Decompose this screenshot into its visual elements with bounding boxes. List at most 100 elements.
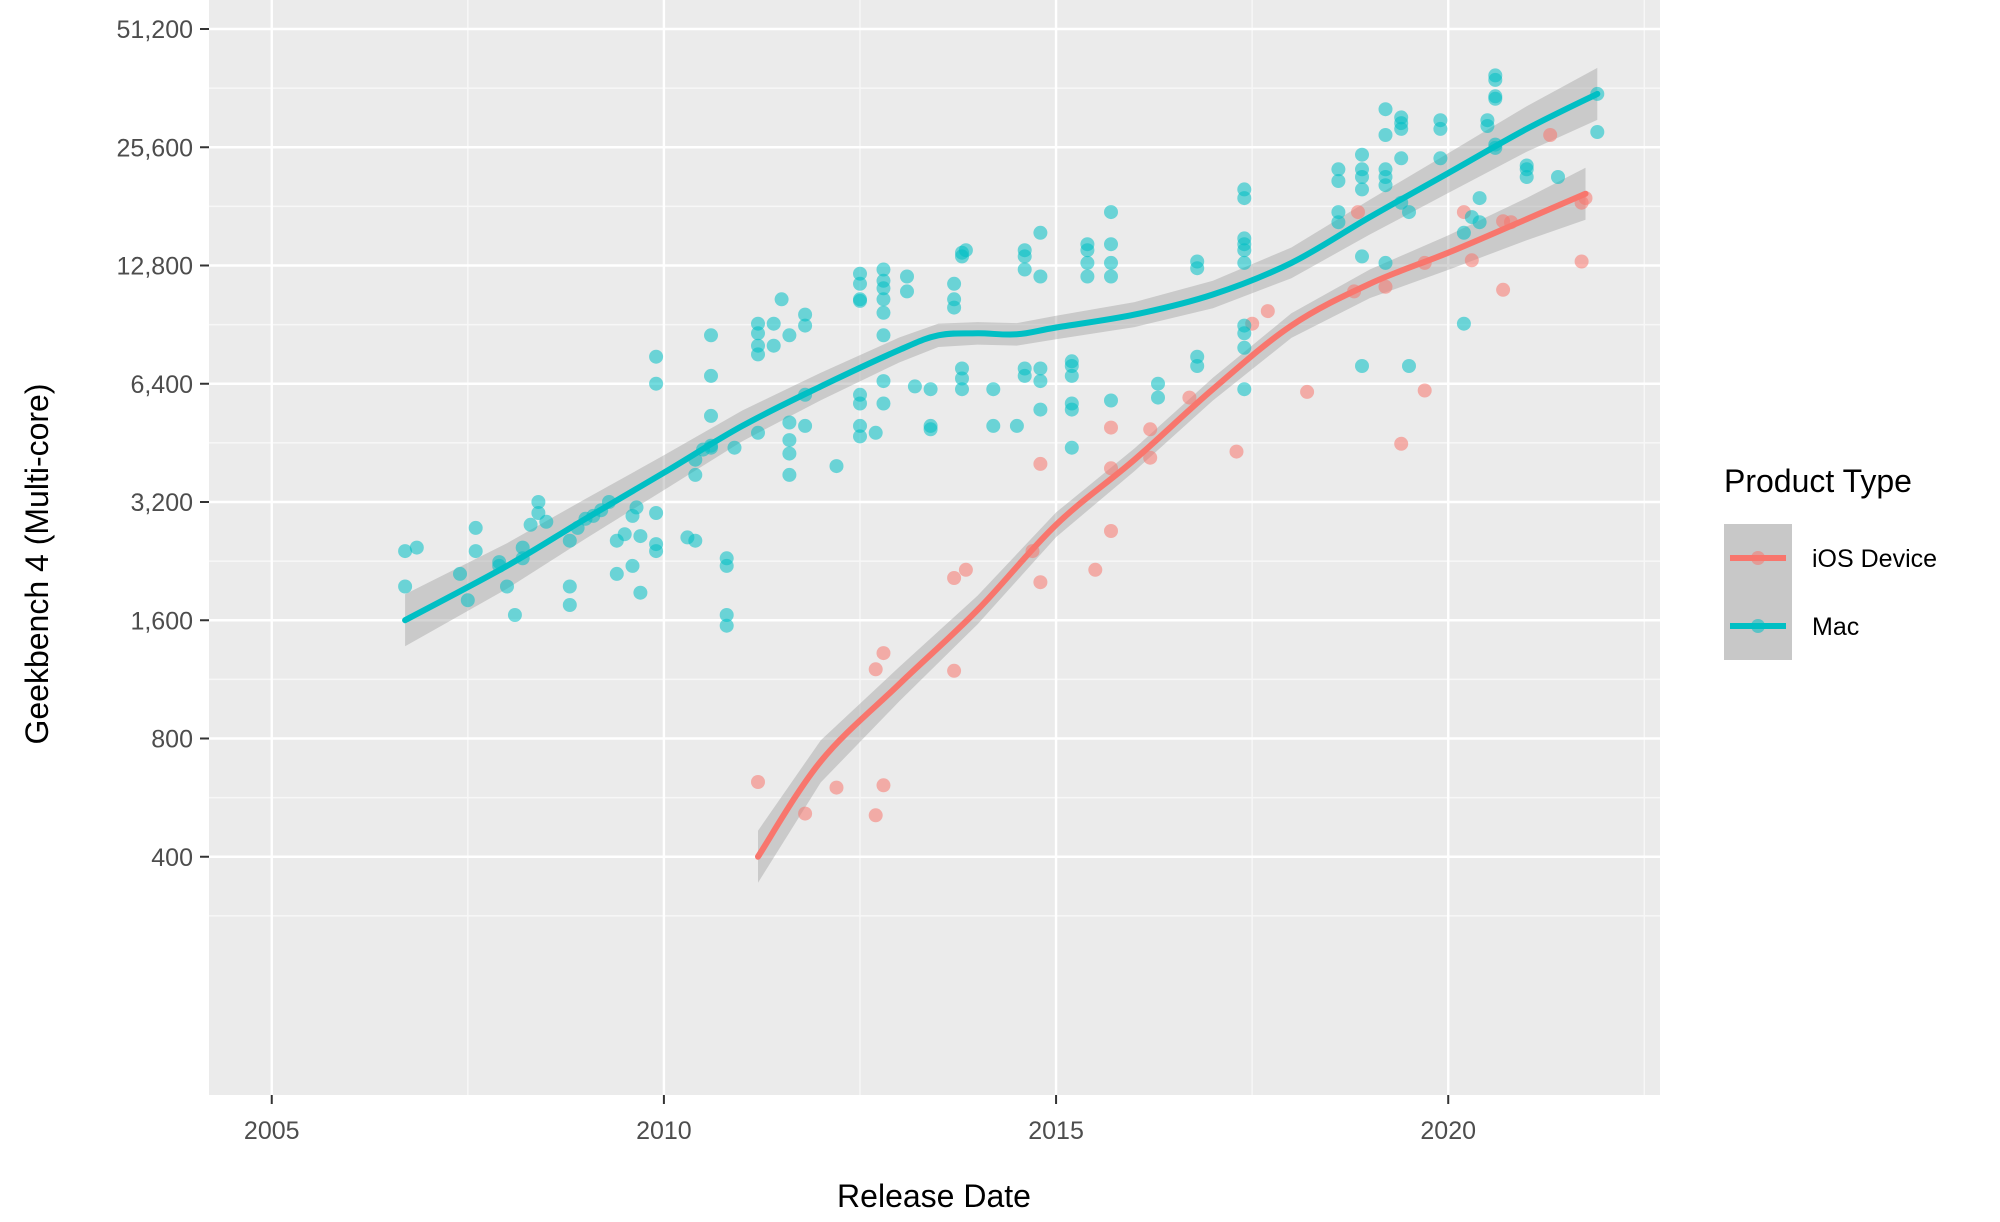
confidence-ribbons: [405, 67, 1598, 883]
data-point-ios-device: [798, 806, 813, 821]
data-point-ios-device: [1464, 253, 1479, 268]
data-point-mac: [453, 566, 467, 581]
data-point-mac: [853, 429, 867, 444]
data-point-mac: [1355, 359, 1369, 373]
data-point-mac: [1237, 340, 1252, 355]
data-point-mac: [507, 608, 522, 622]
data-point-mac: [1237, 318, 1252, 333]
data-point-mac: [609, 566, 624, 581]
data-point-mac: [562, 598, 577, 612]
data-point-ios-device: [1378, 279, 1393, 294]
legend-title: Product Type: [1724, 463, 1912, 499]
data-point-ios-device: [1260, 304, 1275, 319]
data-point-mac: [853, 293, 867, 308]
data-point-ios-device: [1417, 383, 1432, 398]
data-point-mac: [1394, 110, 1409, 125]
data-point-mac: [1237, 182, 1252, 197]
data-point-mac: [1433, 151, 1448, 166]
data-point-ios-device: [1143, 422, 1158, 437]
data-point-mac: [1355, 249, 1369, 264]
data-point-mac: [876, 262, 891, 277]
legend-label-mac: Mac: [1812, 613, 1859, 641]
data-point-mac: [1033, 361, 1048, 376]
data-point-mac: [774, 292, 789, 307]
data-point-mac: [500, 579, 514, 594]
data-point-mac: [633, 529, 648, 544]
legend-key-mac: [1724, 592, 1792, 660]
data-point-ios-device: [958, 562, 973, 577]
y-tick-label: 12,800: [117, 253, 193, 281]
data-point-ios-device: [1543, 128, 1558, 142]
data-point-ios-device: [829, 780, 844, 795]
data-point-mac: [649, 349, 664, 364]
data-point-mac: [1064, 368, 1079, 383]
data-point-mac: [1064, 354, 1079, 369]
data-point-ios-device: [947, 571, 962, 585]
data-point-mac: [719, 608, 734, 622]
data-point-mac: [1394, 151, 1409, 166]
data-point-mac: [876, 281, 891, 296]
data-point-ios-device: [1574, 254, 1589, 269]
data-point-mac: [853, 418, 867, 433]
data-point-mac: [751, 338, 765, 353]
data-point-mac: [719, 551, 734, 566]
data-point-mac: [1472, 215, 1487, 230]
data-point-mac: [409, 540, 424, 555]
data-point-mac: [562, 579, 577, 594]
data-point-ios-device: [1033, 456, 1048, 471]
data-point-mac: [853, 276, 867, 291]
data-point-ios-device: [1351, 205, 1365, 220]
data-point-mac: [947, 292, 962, 307]
data-point-mac: [986, 418, 1001, 433]
y-tick-label: 800: [151, 726, 193, 754]
y-tick-label: 400: [151, 844, 193, 872]
data-point-mac: [1080, 237, 1095, 252]
data-point-mac: [1104, 237, 1118, 252]
data-point-mac: [751, 326, 765, 341]
data-point-mac: [1355, 182, 1369, 197]
data-point-mac: [955, 361, 969, 376]
data-point-mac: [617, 527, 632, 542]
data-point-mac: [562, 533, 577, 548]
data-point-mac: [766, 316, 781, 331]
data-point-mac: [876, 374, 891, 389]
data-point-mac: [1033, 374, 1048, 389]
y-tick-label: 3,200: [130, 489, 193, 517]
y-tick-label: 51,200: [117, 16, 193, 44]
y-tick-label: 6,400: [130, 371, 193, 399]
data-point-mac: [1488, 89, 1503, 104]
data-point-mac: [1017, 243, 1032, 258]
data-point-mac: [625, 558, 640, 573]
data-point-mac: [523, 517, 538, 532]
data-point-mac: [629, 500, 644, 515]
data-point-ios-device: [1229, 444, 1244, 459]
data-point-mac: [955, 382, 969, 397]
data-point-mac: [1331, 162, 1346, 177]
data-point-mac: [633, 585, 648, 600]
gridlines: [209, 0, 1660, 1095]
data-point-mac: [798, 307, 813, 322]
data-point-mac: [539, 514, 554, 529]
data-point-ios-device: [1104, 524, 1118, 538]
legend-key-ios: [1724, 524, 1792, 592]
data-point-mac: [853, 396, 867, 411]
data-point-mac: [782, 328, 797, 343]
data-point-mac: [460, 593, 475, 608]
data-point-mac: [1472, 191, 1487, 206]
trend-lines: [402, 90, 1601, 860]
legend: Product Type iOS Device Mac: [1724, 463, 1937, 660]
data-point-ios-device: [1182, 390, 1197, 405]
data-point-mac: [1402, 359, 1416, 373]
data-point-ios-device: [1104, 420, 1118, 435]
data-point-mac: [1355, 162, 1369, 177]
data-point-mac: [1551, 170, 1565, 184]
data-point-mac: [1331, 215, 1346, 230]
data-point-mac: [1151, 376, 1165, 391]
data-point-mac: [468, 544, 483, 559]
data-point-mac: [1378, 102, 1393, 117]
confidence-ribbon-ios-device: [758, 167, 1586, 883]
data-point-mac: [649, 376, 664, 391]
x-tick-label: 2020: [1420, 1117, 1476, 1145]
data-point-mac: [782, 433, 797, 448]
data-point-mac: [531, 495, 546, 509]
